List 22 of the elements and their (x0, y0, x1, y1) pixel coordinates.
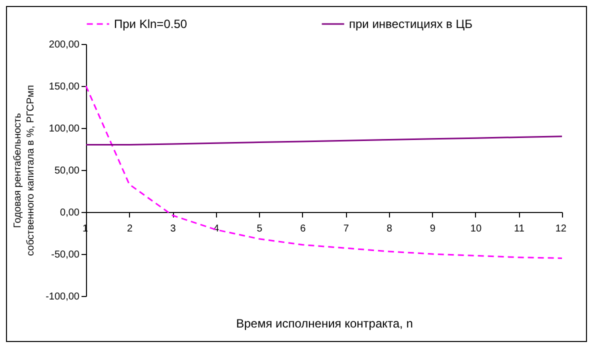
x-tick-label: 9 (430, 224, 436, 234)
x-tick-label: 11 (514, 224, 525, 234)
x-axis-title: Время исполнения контракта, n (236, 316, 413, 330)
x-tick-label: 7 (343, 224, 350, 234)
x-tick-label: 6 (300, 224, 306, 234)
legend-label: При Kln=0.50 (114, 17, 188, 31)
x-tick-label: 3 (170, 224, 176, 234)
y-tick-label: -50,00 (51, 250, 80, 260)
y-tick-label: 150,00 (48, 82, 80, 92)
legend-label: при инвестициях в ЦБ (349, 17, 473, 31)
x-tick-label: 8 (386, 224, 393, 234)
line-series (85, 136, 563, 146)
x-tick-label: 12 (555, 224, 567, 234)
y-tick-label: 50,00 (54, 166, 80, 176)
x-tick-label: 10 (470, 224, 482, 234)
y-tick-label: -100,00 (46, 292, 80, 302)
x-tick-label: 2 (126, 224, 133, 234)
x-tick-label: 5 (256, 224, 263, 234)
y-axis-title: Годовая рентабельность собственного капитала в %, РГСРмп (12, 85, 37, 256)
y-tick-label: 200,00 (48, 40, 80, 50)
y-tick-label: 100,00 (48, 124, 80, 134)
y-tick-label: 0,00 (60, 208, 80, 218)
